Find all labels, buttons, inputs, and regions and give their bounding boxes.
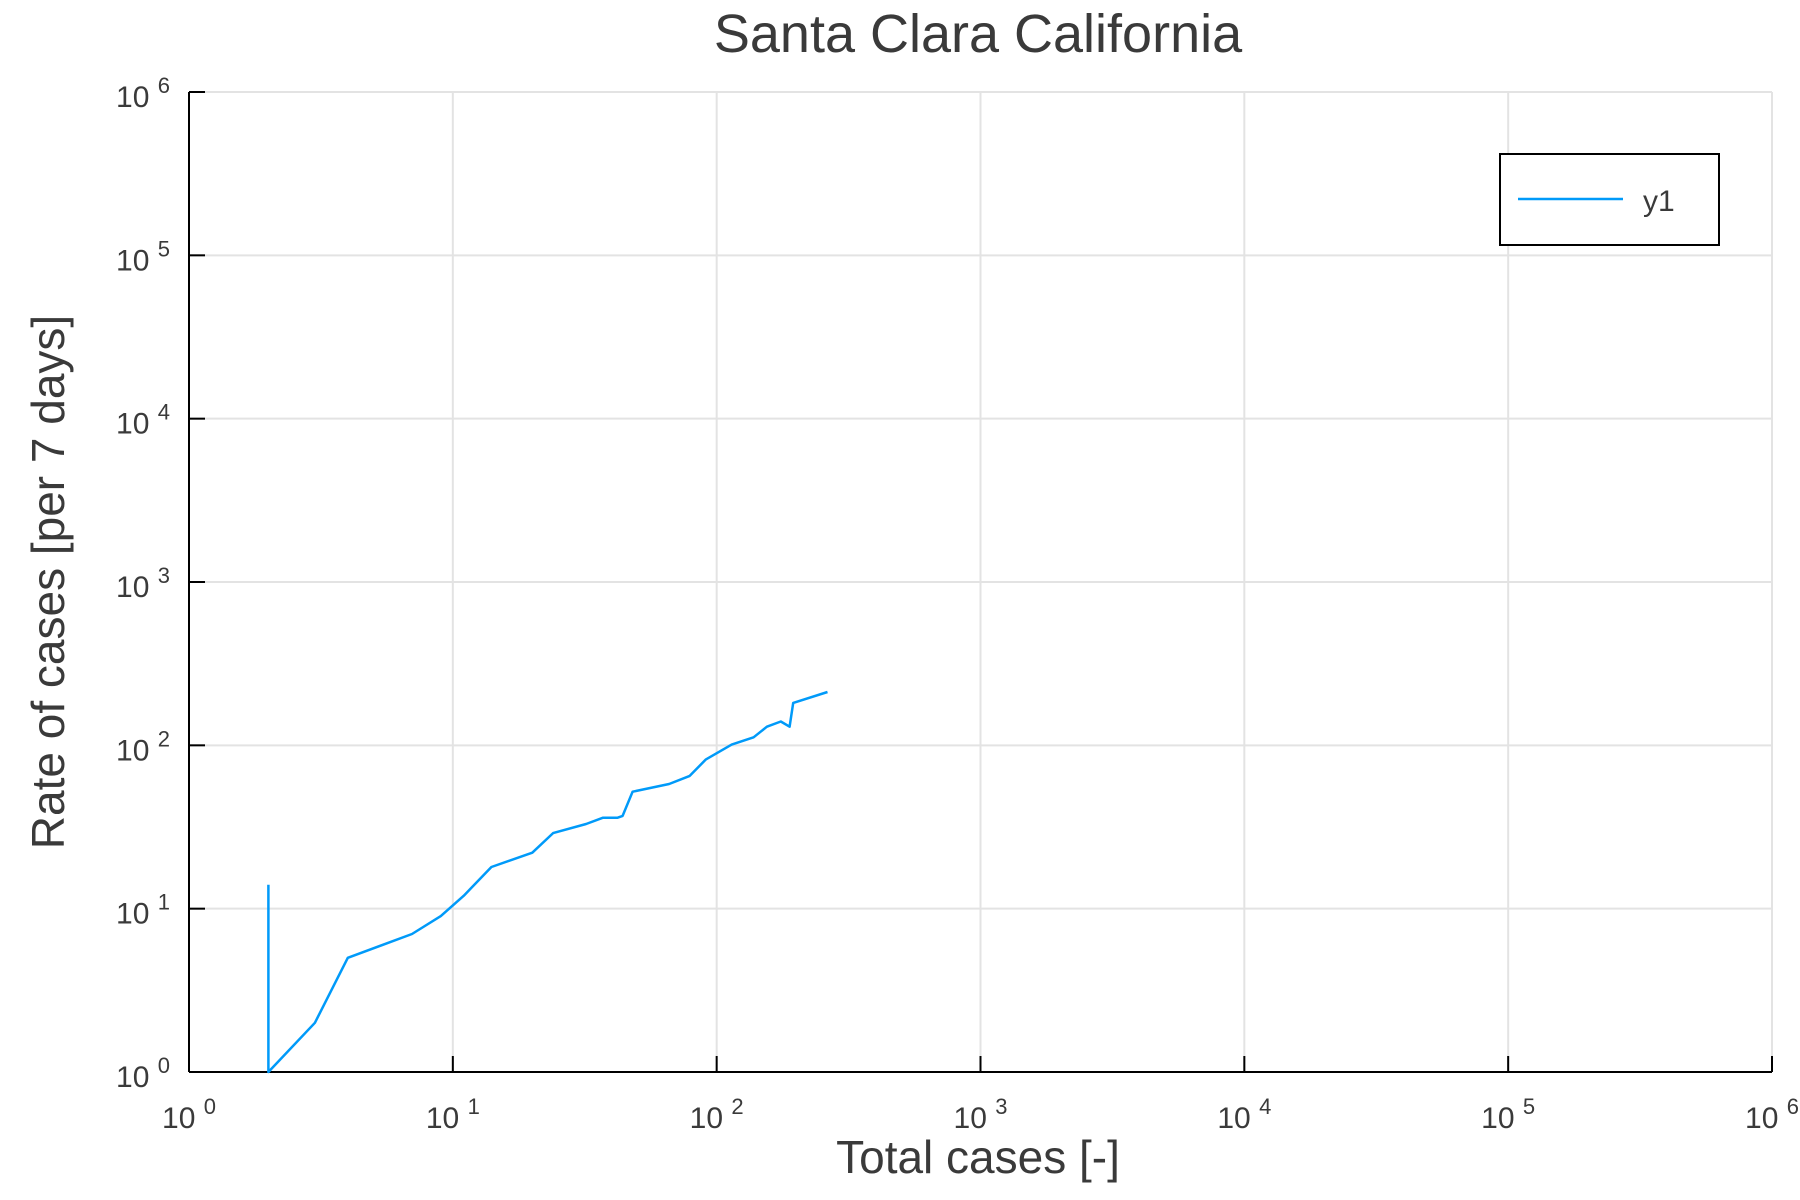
y-tick-label: 10 5: [116, 236, 170, 277]
y-tick-label: 10 0: [116, 1053, 170, 1094]
chart-title: Santa Clara California: [714, 4, 1243, 64]
x-tick-label: 10 4: [1217, 1094, 1271, 1135]
y-tick-label: 10 3: [116, 563, 170, 604]
axes: [188, 91, 1773, 1073]
x-tick-label: 10 1: [426, 1094, 480, 1135]
y-tick-label: 10 1: [116, 890, 170, 931]
y-tick-label: 10 4: [116, 400, 170, 441]
x-tick-labels: 10 0 10 1 10 2 10 3 10 4 10 5 10 6: [162, 1094, 1799, 1135]
series-group: [267, 690, 828, 1074]
x-tick-label: 10 6: [1745, 1094, 1799, 1135]
x-axis-label: Total cases [-]: [836, 1131, 1120, 1183]
y-tick-label: 10 2: [116, 726, 170, 767]
y-axis-label: Rate of cases [per 7 days]: [22, 315, 74, 849]
x-tick-label: 10 5: [1481, 1094, 1535, 1135]
legend-label: y1: [1643, 185, 1675, 218]
x-tick-label: 10 2: [690, 1094, 744, 1135]
y-tick-labels: 10 0 10 1 10 2 10 3 10 4 10 5 10 6: [116, 73, 170, 1094]
legend: y1: [1499, 153, 1720, 246]
x-tick-label: 10 3: [954, 1094, 1008, 1135]
x-tick-label: 10 0: [162, 1094, 216, 1135]
y-tick-label: 10 6: [116, 73, 170, 114]
series-line-y1: [267, 690, 828, 1074]
